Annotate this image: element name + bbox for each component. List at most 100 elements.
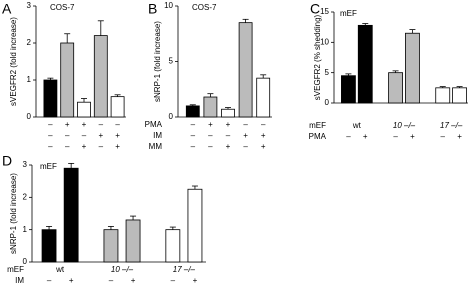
bar [110, 96, 125, 118]
treatment-mark: – [243, 120, 248, 129]
treatment-mark: + [131, 276, 136, 284]
row-label: MM [149, 142, 163, 151]
y-tick-label: 0 [169, 112, 174, 121]
bar [103, 229, 119, 263]
group-label: 17 –/– [173, 265, 196, 274]
bar [185, 105, 200, 118]
treatment-mark: + [98, 131, 103, 140]
treatment-mark: + [363, 132, 368, 141]
row-label: PMA [309, 132, 327, 141]
y-tick-label: 2 [27, 38, 32, 47]
treatment-mark: – [99, 142, 104, 151]
bar [405, 32, 420, 104]
treatment-mark: + [69, 276, 74, 284]
annotation: COS-7 [50, 3, 75, 12]
annotation: mEF [40, 162, 57, 171]
y-axis-label: sNRP-1 (fold increase) [153, 21, 162, 102]
group-label: 10 –/– [393, 121, 416, 130]
treatment-mark: + [261, 131, 266, 140]
y-tick-label: 0 [325, 98, 330, 107]
treatment-mark: + [208, 120, 213, 129]
y-tick-label: 0 [23, 257, 28, 266]
bar [63, 167, 79, 263]
treatment-mark: + [82, 142, 87, 151]
treatment-mark: – [226, 131, 231, 140]
panel-label: A [2, 1, 12, 17]
treatment-mark: + [410, 132, 415, 141]
bar [93, 35, 108, 118]
annotation: mEF [340, 9, 357, 18]
y-tick-label: 3 [27, 1, 32, 10]
treatment-mark: – [261, 120, 266, 129]
group-label: 17 –/– [440, 121, 463, 130]
treatment-mark: + [226, 120, 231, 129]
bar [125, 219, 141, 263]
y-tick-label: 10 [164, 1, 173, 10]
treatment-mark: – [208, 142, 213, 151]
row-label: IM [15, 276, 24, 284]
bar [435, 87, 451, 104]
treatment-mark: – [243, 142, 248, 151]
bar [41, 229, 57, 263]
treatment-mark: + [226, 142, 231, 151]
y-tick-label: 10 [320, 37, 329, 46]
bar [77, 101, 91, 118]
y-axis-label: sVEGFR2 (% shedding) [313, 14, 322, 100]
treatment-mark: – [109, 276, 114, 284]
y-tick-label: 3 [23, 160, 28, 169]
y-tick-label: 5 [169, 57, 174, 66]
panel-label: B [148, 1, 157, 17]
treatment-mark: – [82, 131, 87, 140]
treatment-mark: – [115, 120, 120, 129]
bar [43, 79, 58, 118]
bar [238, 22, 253, 118]
treatment-mark: + [243, 131, 248, 140]
treatment-mark: + [193, 276, 198, 284]
treatment-mark: + [82, 120, 87, 129]
y-tick-label: 15 [320, 7, 329, 16]
treatment-mark: – [191, 120, 196, 129]
treatment-mark: – [441, 132, 446, 141]
treatment-mark: + [115, 142, 120, 151]
y-tick-label: 5 [325, 68, 330, 77]
bar [165, 229, 181, 263]
bar [357, 24, 373, 104]
annotation: COS-7 [192, 3, 217, 12]
treatment-mark: – [48, 142, 53, 151]
y-axis-label: sNRP-1 (fold increase) [9, 173, 18, 254]
bar [341, 75, 356, 104]
bar [60, 42, 75, 118]
treatment-mark: – [65, 131, 70, 140]
treatment-mark: – [191, 131, 196, 140]
y-tick-label: 1 [27, 75, 32, 84]
group-row-label: mEF [309, 121, 326, 130]
treatment-mark: – [171, 276, 176, 284]
treatment-mark: + [457, 132, 462, 141]
treatment-mark: – [393, 132, 398, 141]
bar [388, 72, 403, 104]
row-label: IM [153, 131, 162, 140]
bar [452, 87, 467, 104]
y-tick-label: 1 [23, 225, 28, 234]
y-tick-label: 0 [27, 112, 32, 121]
treatment-mark: – [346, 132, 351, 141]
bar [187, 188, 203, 263]
bar [221, 108, 235, 118]
group-label: 10 –/– [111, 265, 134, 274]
group-label: wt [55, 265, 65, 274]
bar [256, 77, 271, 118]
y-axis-label: sVEGFR2 (fold increase) [9, 17, 18, 106]
treatment-mark: – [191, 142, 196, 151]
group-label: wt [352, 121, 362, 130]
treatment-mark: – [208, 131, 213, 140]
treatment-mark: – [48, 120, 53, 129]
treatment-mark: – [47, 276, 52, 284]
treatment-mark: – [48, 131, 53, 140]
panel-label: C [310, 1, 320, 17]
panel-label: D [2, 153, 12, 169]
y-tick-label: 2 [23, 192, 28, 201]
treatment-mark: – [65, 142, 70, 151]
bar [203, 96, 218, 118]
row-label: PMA [145, 120, 163, 129]
